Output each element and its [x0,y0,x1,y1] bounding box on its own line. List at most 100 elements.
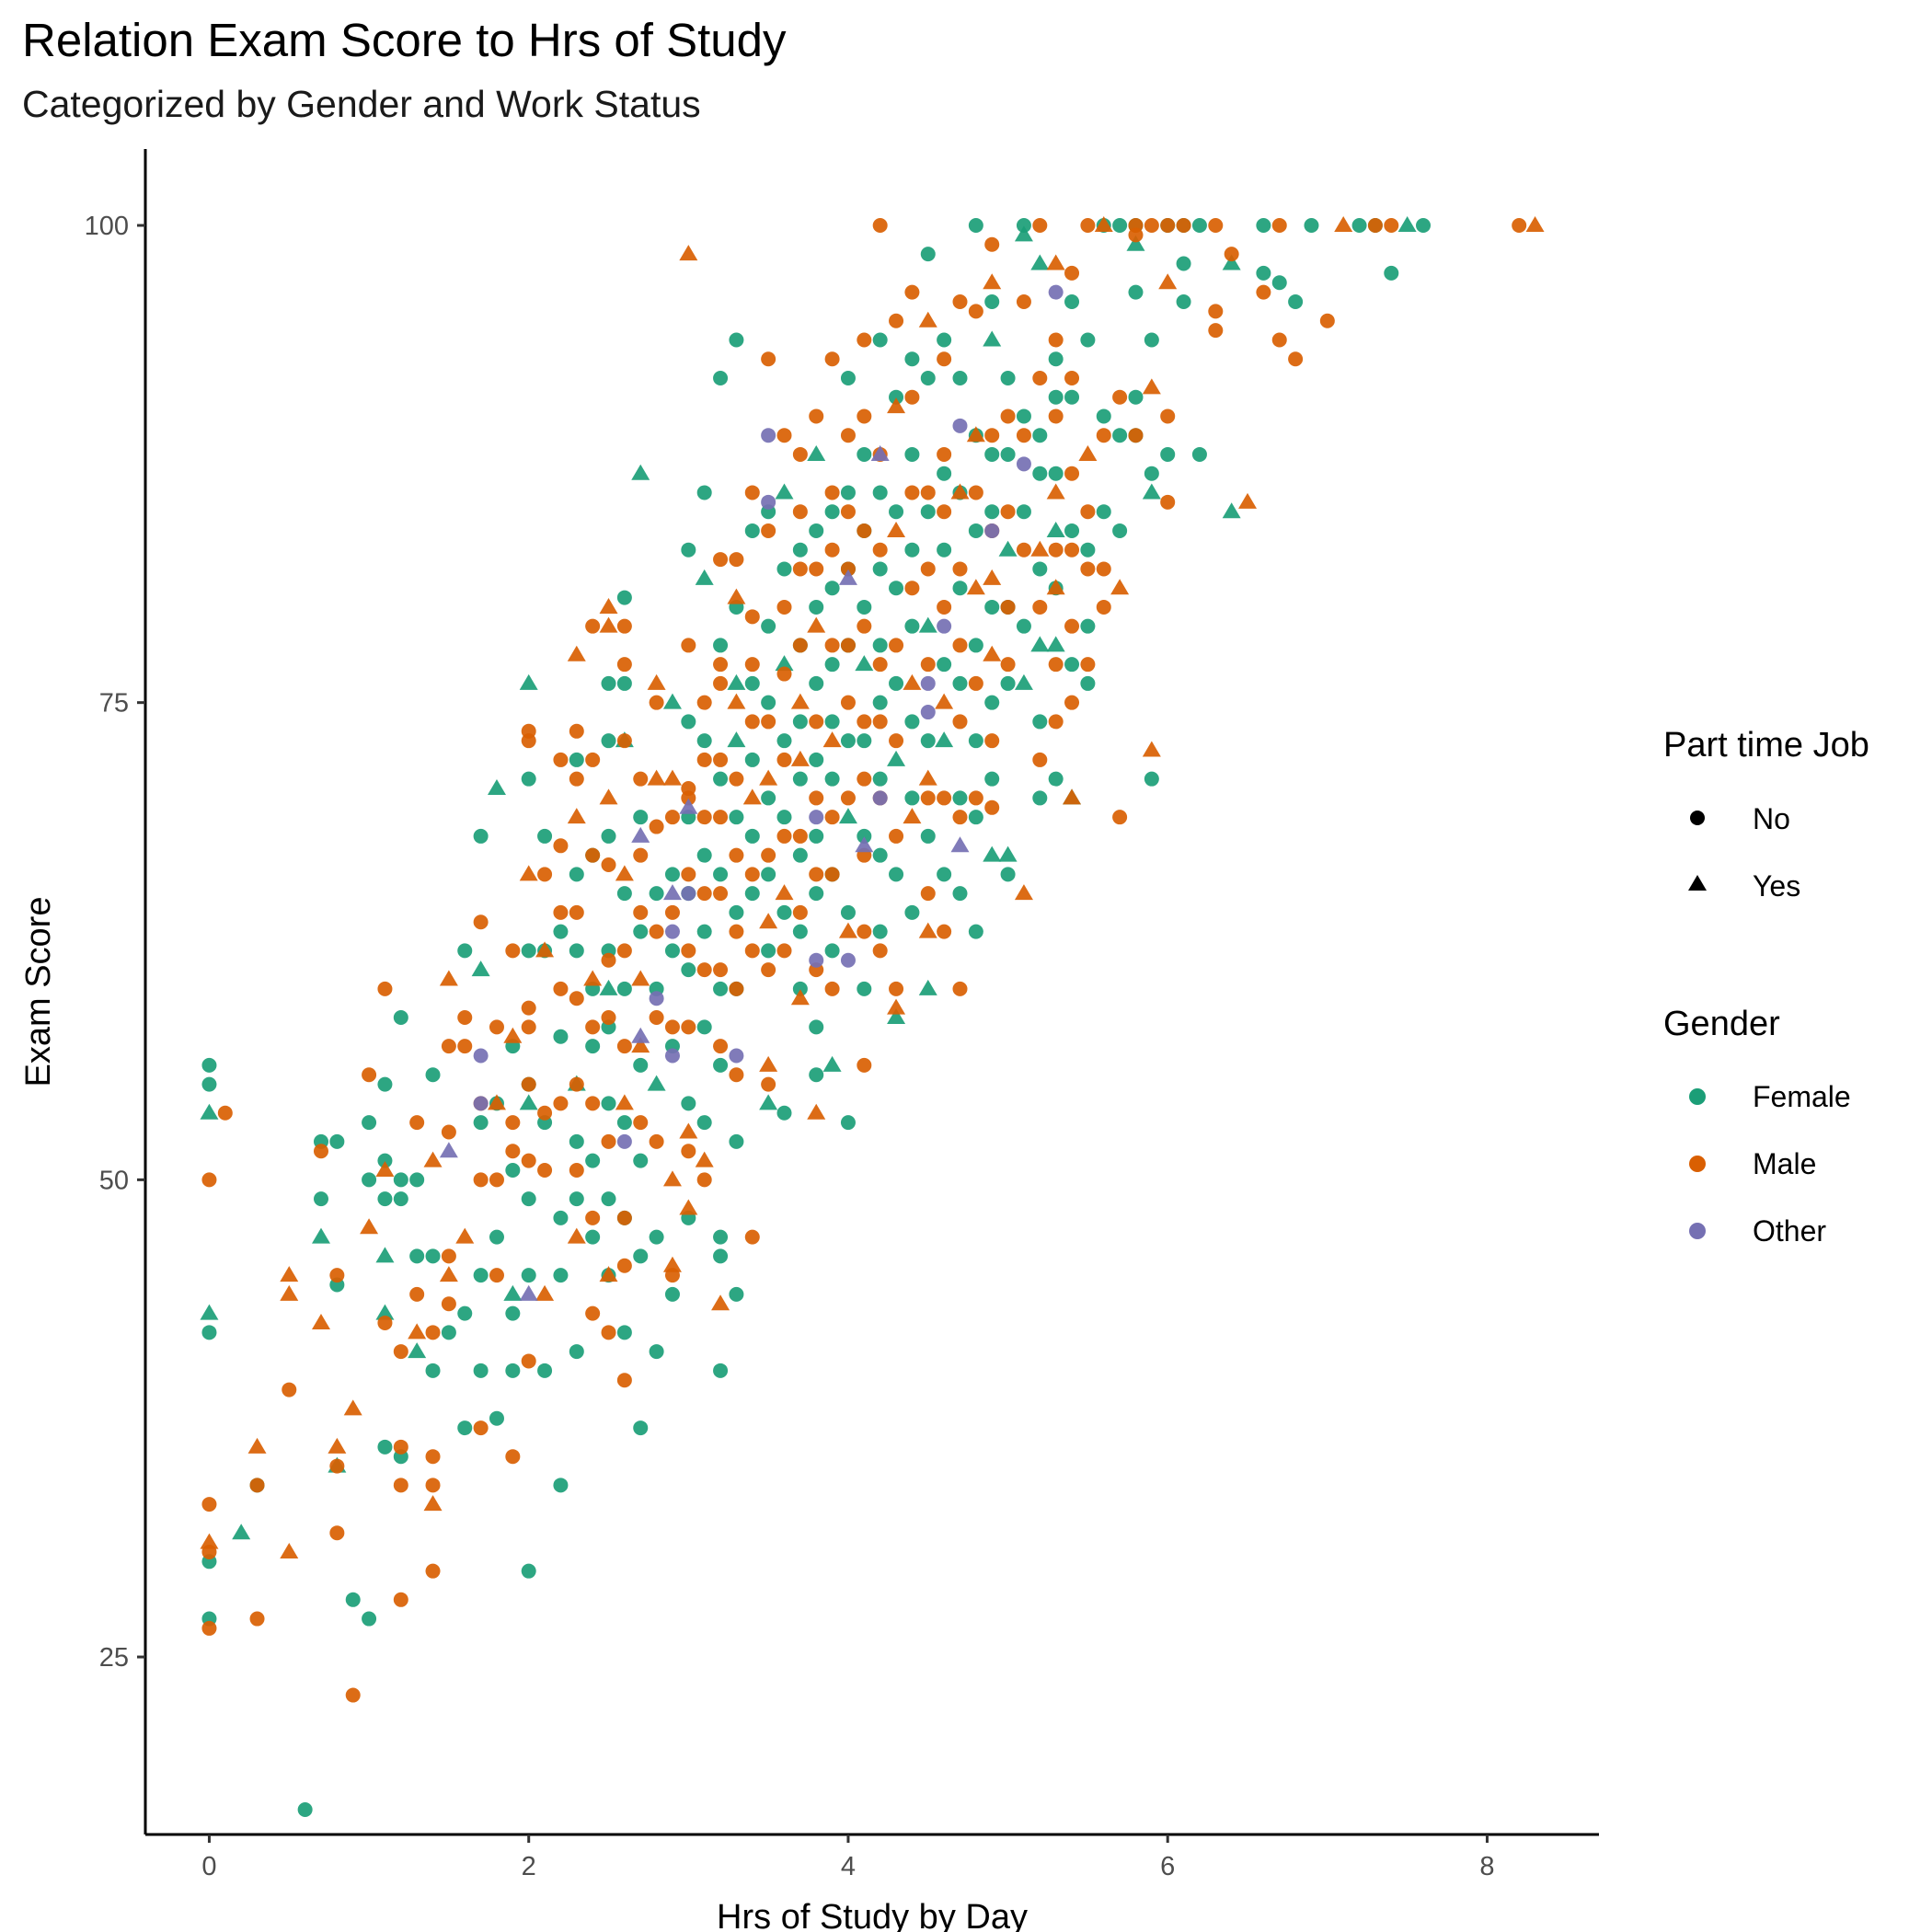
point-female-parttime-no [409,1248,425,1264]
point-male-parttime-no [601,952,616,968]
point-female-parttime-no [616,981,632,996]
point-male-parttime-no [696,695,712,710]
point-female-parttime-no [984,771,1000,787]
point-female-parttime-no [809,675,824,691]
point-female-parttime-no [585,1153,601,1168]
point-female-parttime-no [1144,332,1159,348]
point-female-parttime-no [744,752,760,767]
point-female-parttime-no [1064,657,1080,673]
point-male-parttime-yes [1063,788,1082,805]
point-male-parttime-no [329,1458,345,1474]
point-male-parttime-no [633,847,649,863]
point-male-parttime-no [489,1172,504,1188]
point-male-parttime-no [601,857,616,873]
point-male-parttime-yes [903,673,922,690]
point-male-parttime-no [616,1210,632,1225]
point-female-parttime-no [968,924,983,939]
point-male-parttime-no [649,1010,664,1026]
point-male-parttime-no [984,733,1000,749]
point-other-parttime-no [664,924,680,939]
point-other-parttime-no [809,952,824,968]
point-other-parttime-no [1016,456,1031,472]
point-male-parttime-no [1208,323,1224,339]
point-male-parttime-no [776,943,792,959]
point-male-parttime-no [840,504,856,520]
point-male-parttime-yes [599,616,618,633]
point-male-parttime-no [889,981,904,996]
point-male-parttime-no [537,1162,553,1178]
point-female-parttime-yes [807,444,826,461]
point-male-parttime-no [201,1497,217,1512]
point-female-parttime-no [1080,675,1096,691]
point-male-parttime-yes [535,1284,555,1301]
point-male-parttime-no [553,904,569,920]
point-male-parttime-yes [1030,540,1050,557]
point-male-parttime-no [792,446,808,462]
point-male-parttime-no [776,599,792,615]
point-other-parttime-no [984,523,1000,538]
point-female-parttime-no [872,485,888,500]
point-female-parttime-yes [727,673,746,690]
point-male-parttime-no [729,771,744,787]
point-other-parttime-yes [519,1284,538,1301]
point-other-parttime-no [729,1048,744,1064]
point-male-parttime-yes [423,1151,443,1167]
point-female-parttime-no [840,485,856,500]
point-male-parttime-no [569,1162,584,1178]
point-male-parttime-yes [983,569,1002,585]
point-female-parttime-no [889,504,904,520]
point-male-parttime-yes [790,750,810,766]
point-other-parttime-yes [679,798,698,814]
point-female-parttime-no [1256,265,1271,281]
point-male-parttime-no [937,351,952,367]
point-male-parttime-yes [935,693,954,709]
point-female-parttime-yes [1014,225,1033,242]
point-male-parttime-yes [983,273,1002,290]
point-female-parttime-no [776,904,792,920]
point-male-parttime-no [1048,332,1064,348]
point-male-parttime-yes [567,645,586,661]
point-female-parttime-no [713,638,729,653]
point-female-parttime-no [889,675,904,691]
point-male-parttime-no [489,1268,504,1283]
point-male-parttime-no [377,981,393,996]
point-male-parttime-no [425,1325,441,1340]
point-other-parttime-no [616,1133,632,1149]
point-male-parttime-no [1016,542,1031,558]
point-male-parttime-no [569,904,584,920]
point-male-parttime-no [601,1010,616,1026]
point-female-parttime-yes [631,464,650,480]
point-male-parttime-no [744,867,760,882]
x-tick-label: 2 [522,1852,536,1881]
point-male-parttime-no [1160,408,1176,424]
point-female-parttime-no [729,904,744,920]
point-male-parttime-yes [822,731,842,748]
point-other-parttime-no [649,991,664,1006]
point-female-parttime-no [1271,275,1287,291]
point-male-parttime-yes [887,998,906,1015]
point-male-parttime-no [217,1105,233,1121]
point-male-parttime-no [729,1067,744,1083]
point-female-parttime-yes [311,1227,330,1244]
point-male-parttime-no [585,1019,601,1035]
point-female-parttime-no [952,675,968,691]
point-female-parttime-no [937,657,952,673]
point-male-parttime-no [409,1115,425,1131]
point-male-parttime-no [1032,370,1048,385]
point-male-parttime-no [553,752,569,767]
point-female-parttime-no [696,733,712,749]
point-female-parttime-no [824,504,840,520]
point-male-parttime-no [1064,466,1080,481]
point-male-parttime-yes [966,426,985,443]
point-female-parttime-no [857,981,872,996]
point-male-parttime-no [489,1019,504,1035]
point-male-parttime-no [569,723,584,739]
point-male-parttime-no [616,1373,632,1388]
point-female-parttime-no [872,695,888,710]
point-female-parttime-no [857,599,872,615]
point-male-parttime-no [569,1076,584,1092]
point-female-parttime-no [952,370,968,385]
point-male-parttime-no [920,561,936,577]
point-female-parttime-no [601,675,616,691]
point-male-parttime-no [521,1019,536,1035]
